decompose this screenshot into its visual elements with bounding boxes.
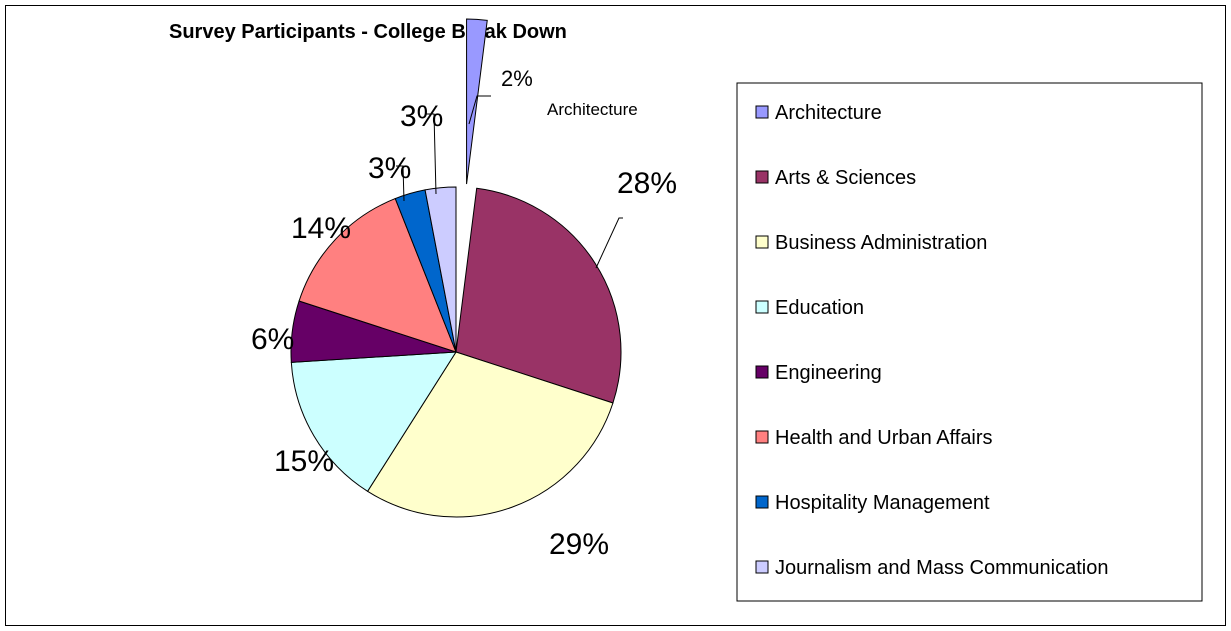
slice-percent-label: 6%	[251, 323, 294, 356]
leader-lines	[396, 95, 623, 269]
legend-label: Business Administration	[775, 232, 987, 254]
pie-slice-arts-sciences	[455, 187, 622, 404]
slice-percent-label: 3%	[400, 100, 443, 133]
legend-label: Hospitality Management	[775, 492, 990, 514]
legend-label: Arts & Sciences	[775, 167, 916, 189]
pie-slices	[290, 18, 622, 518]
percentage-labels: 2% 28% 29% 15% 6% 14% 3% 3%	[251, 66, 677, 561]
legend-swatch	[755, 105, 769, 119]
slice-percent-label: 28%	[617, 167, 677, 200]
legend-label: Engineering	[775, 362, 882, 384]
legend-label: Architecture	[775, 102, 882, 124]
category-label: Architecture	[547, 100, 638, 119]
pie-slice-journalism-and-mass-communication	[424, 186, 457, 353]
slice-percent-label: 29%	[549, 528, 609, 561]
leader-line	[595, 217, 623, 269]
legend-swatch	[755, 430, 769, 444]
legend: Architecture Arts & Sciences Business Admi…	[736, 82, 1203, 602]
pie-slice-business-administration	[366, 351, 614, 518]
chart-title: Survey Participants - College Break Down	[169, 21, 567, 43]
leader-line	[396, 165, 405, 202]
legend-label: Education	[775, 297, 864, 319]
slice-percent-label: 14%	[291, 212, 351, 245]
legend-swatch	[755, 560, 769, 574]
pie-slice-education	[290, 351, 457, 493]
slice-percent-label: 2%	[501, 66, 533, 91]
pie-slice-architecture	[466, 18, 488, 185]
leader-line	[468, 95, 491, 125]
legend-label: Health and Urban Affairs	[775, 427, 993, 449]
legend-label: Journalism and Mass Communication	[775, 557, 1108, 579]
leader-line	[426, 113, 437, 195]
legend-swatch	[755, 300, 769, 314]
legend-swatch	[755, 170, 769, 184]
slice-percent-label: 15%	[274, 445, 334, 478]
legend-items: Architecture Arts & Sciences Business Admi…	[755, 102, 1108, 579]
legend-swatch	[755, 495, 769, 509]
legend-box	[736, 82, 1203, 602]
slice-percent-label: 3%	[368, 152, 411, 185]
pie-slice-health-and-urban-affairs	[298, 197, 457, 353]
pie-chart: Survey Participants - College Break Down…	[169, 18, 1203, 602]
legend-swatch	[755, 365, 769, 379]
legend-swatch	[755, 235, 769, 249]
chart-frame: Survey Participants - College Break Down…	[5, 5, 1226, 626]
